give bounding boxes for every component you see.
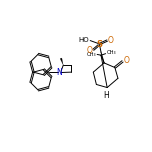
Text: CH₃: CH₃ <box>87 52 96 57</box>
Polygon shape <box>60 58 63 65</box>
Text: HO: HO <box>79 37 89 43</box>
Text: H: H <box>104 91 109 100</box>
Text: O: O <box>87 46 93 55</box>
Text: CH₃: CH₃ <box>107 50 117 55</box>
Text: S: S <box>97 40 102 49</box>
Text: N: N <box>57 68 62 77</box>
Text: O: O <box>108 36 114 45</box>
Text: O: O <box>123 56 129 65</box>
